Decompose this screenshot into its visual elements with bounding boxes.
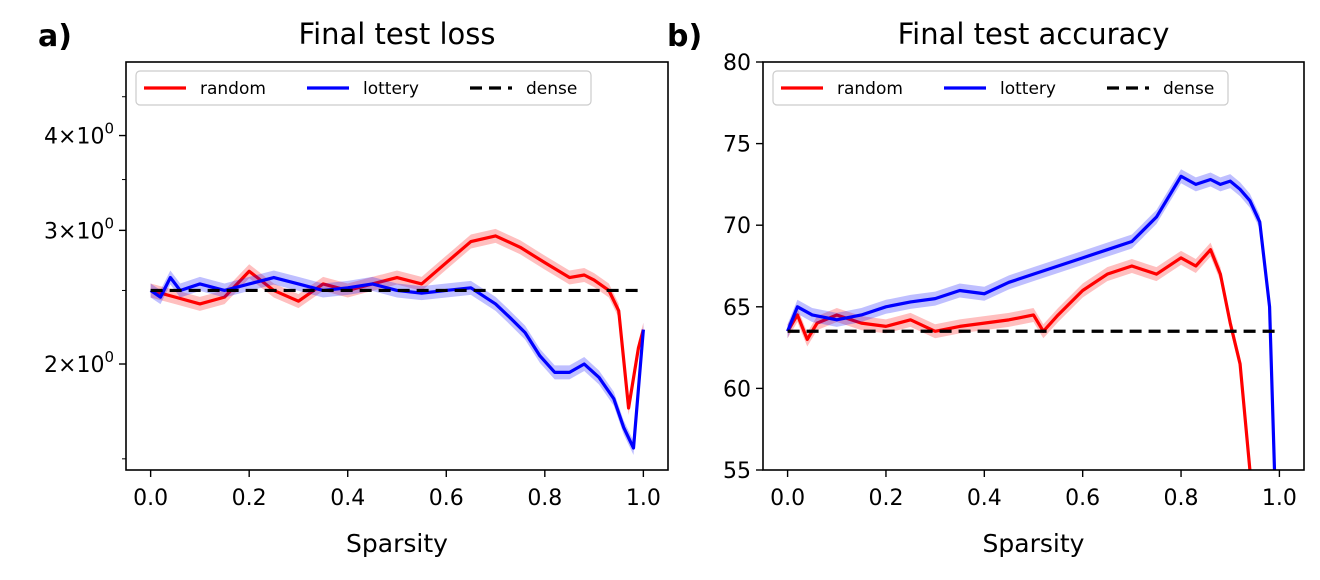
series-random-line: [150, 234, 645, 410]
y-tick-base: 2×10: [44, 353, 104, 378]
legend-box: [772, 70, 1229, 106]
chart-title: Final test accuracy: [898, 17, 1170, 51]
x-tick-label: 0.6: [1065, 486, 1100, 511]
x-tick-label: 0.4: [967, 486, 1002, 511]
y-tick-label: 55: [723, 459, 751, 484]
y-tick-label: 4×100: [44, 120, 114, 150]
y-tick-label: 3×100: [44, 214, 114, 244]
x-tick-label: 0.2: [232, 486, 267, 511]
x-tick-label: 0.2: [868, 486, 903, 511]
x-axis-label: Sparsity: [346, 529, 448, 558]
x-tick-label: 1.0: [1262, 486, 1297, 511]
legend-label-lottery: lottery: [363, 79, 419, 99]
series-lottery-line: [786, 174, 1277, 470]
plot-area: [786, 169, 1280, 470]
panel-accuracy: 0.0 0.2 0.4 0.6 0.8 1.0 55 60 65 70 75 80 Final test…: [667, 17, 1305, 558]
legend: random lottery dense: [772, 70, 1229, 106]
y-tick-label: 70: [723, 214, 751, 239]
legend-label-lottery: lottery: [1000, 79, 1056, 99]
panel-letter: b): [667, 19, 702, 54]
x-tick-label: 0.8: [1164, 486, 1199, 511]
x-tick-label: 0.4: [330, 486, 365, 511]
series-lottery-line: [149, 275, 645, 450]
legend-box: [135, 70, 592, 106]
y-tick-label: 65: [723, 296, 751, 321]
axes-frame: [762, 61, 1305, 471]
y-tick-exponent: 0: [104, 348, 114, 366]
chart-title: Final test loss: [299, 17, 496, 51]
legend-label-random: random: [837, 79, 903, 99]
legend-label-dense: dense: [526, 79, 577, 99]
plot-area: [149, 228, 645, 456]
x-tick-label: 0.6: [429, 486, 464, 511]
x-tick-label: 0.0: [133, 486, 168, 511]
axes-frame: [125, 61, 669, 471]
y-tick-label: 60: [723, 377, 751, 402]
y-tick-exponent: 0: [104, 120, 114, 138]
y-tick-label: 2×100: [44, 348, 114, 378]
legend-label-random: random: [200, 79, 266, 99]
series-random-line: [786, 248, 1252, 470]
legend: random lottery dense: [135, 70, 592, 106]
legend-label-dense: dense: [1163, 79, 1214, 99]
y-tick-label: 75: [723, 133, 751, 158]
x-tick-label: 0.8: [527, 486, 562, 511]
x-axis-label: Sparsity: [983, 529, 1085, 558]
series-random-band: [150, 228, 644, 416]
panel-letter: a): [38, 19, 72, 54]
x-tick-label: 0.0: [770, 486, 805, 511]
x-tick-label: 1.0: [626, 486, 661, 511]
y-tick-base: 4×10: [44, 125, 104, 150]
y-tick-exponent: 0: [104, 214, 114, 232]
y-tick-label: 80: [723, 51, 751, 76]
y-tick-base: 3×10: [44, 219, 104, 244]
